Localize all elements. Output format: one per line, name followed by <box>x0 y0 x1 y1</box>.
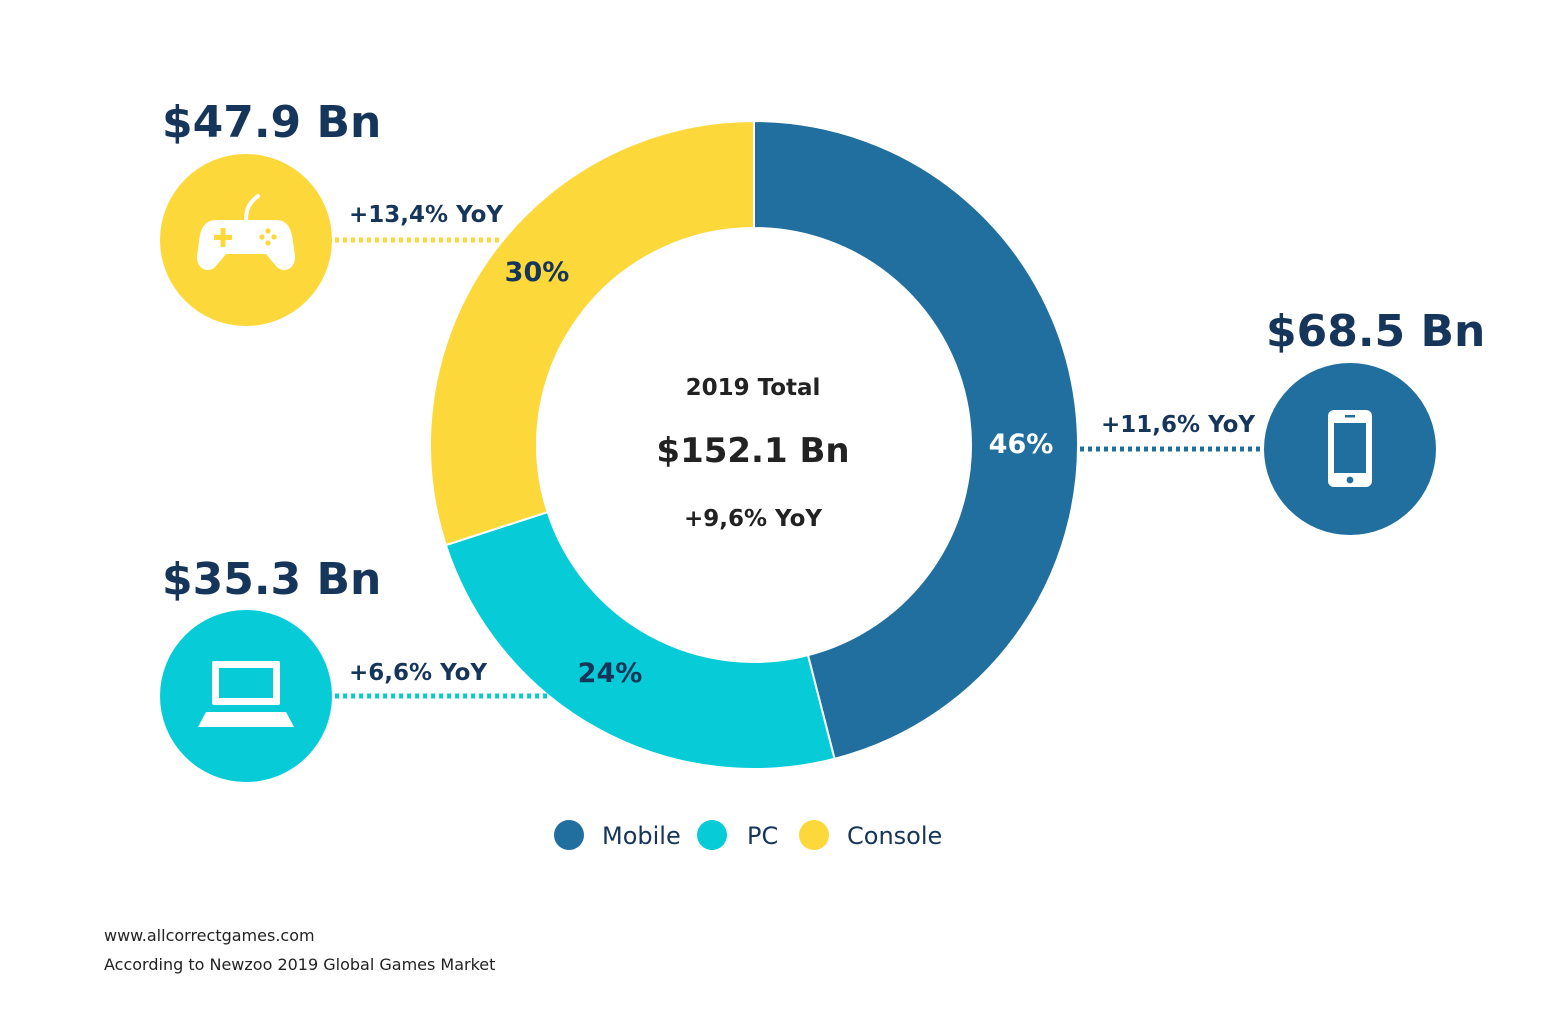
mobile-amount: $68.5 Bn <box>1266 306 1485 357</box>
legend-marker-pc <box>697 820 727 850</box>
donut-slice-mobile <box>753 119 1079 761</box>
pc-pct-label: 24% <box>578 658 643 689</box>
gamepad-icon <box>196 194 296 271</box>
console-amount: $47.9 Bn <box>162 97 381 148</box>
center-total-value: $152.1 Bn <box>656 431 849 471</box>
console-pct-label: 30% <box>505 257 570 288</box>
legend: Mobile PC Console <box>554 820 942 850</box>
laptop-icon <box>198 661 294 727</box>
mobile-yoy: +11,6% YoY <box>1101 412 1255 438</box>
donut-slice-console <box>429 119 755 547</box>
legend-marker-mobile <box>554 820 584 850</box>
center-growth: +9,6% YoY <box>684 506 822 532</box>
mobile-pct-label: 46% <box>989 429 1054 460</box>
legend-label-console: Console <box>847 822 942 850</box>
pc-callout: $35.3 Bn +6,6% YoY <box>160 554 548 782</box>
legend-label-pc: PC <box>747 822 778 850</box>
donut-chart <box>429 119 1079 770</box>
legend-marker-console <box>799 820 829 850</box>
console-yoy: +13,4% YoY <box>349 202 503 228</box>
footer-source: According to Newzoo 2019 Global Games Ma… <box>104 955 495 974</box>
donut-slice-pc <box>444 510 836 770</box>
console-callout: $47.9 Bn +13,4% YoY <box>160 97 503 326</box>
mobile-callout: $68.5 Bn +11,6% YoY <box>1080 306 1485 535</box>
smartphone-icon <box>1328 410 1372 487</box>
legend-label-mobile: Mobile <box>602 822 681 850</box>
pc-yoy: +6,6% YoY <box>349 660 487 686</box>
center-title: 2019 Total <box>686 375 821 401</box>
footer-website: www.allcorrectgames.com <box>104 926 315 945</box>
pc-amount: $35.3 Bn <box>162 554 381 605</box>
